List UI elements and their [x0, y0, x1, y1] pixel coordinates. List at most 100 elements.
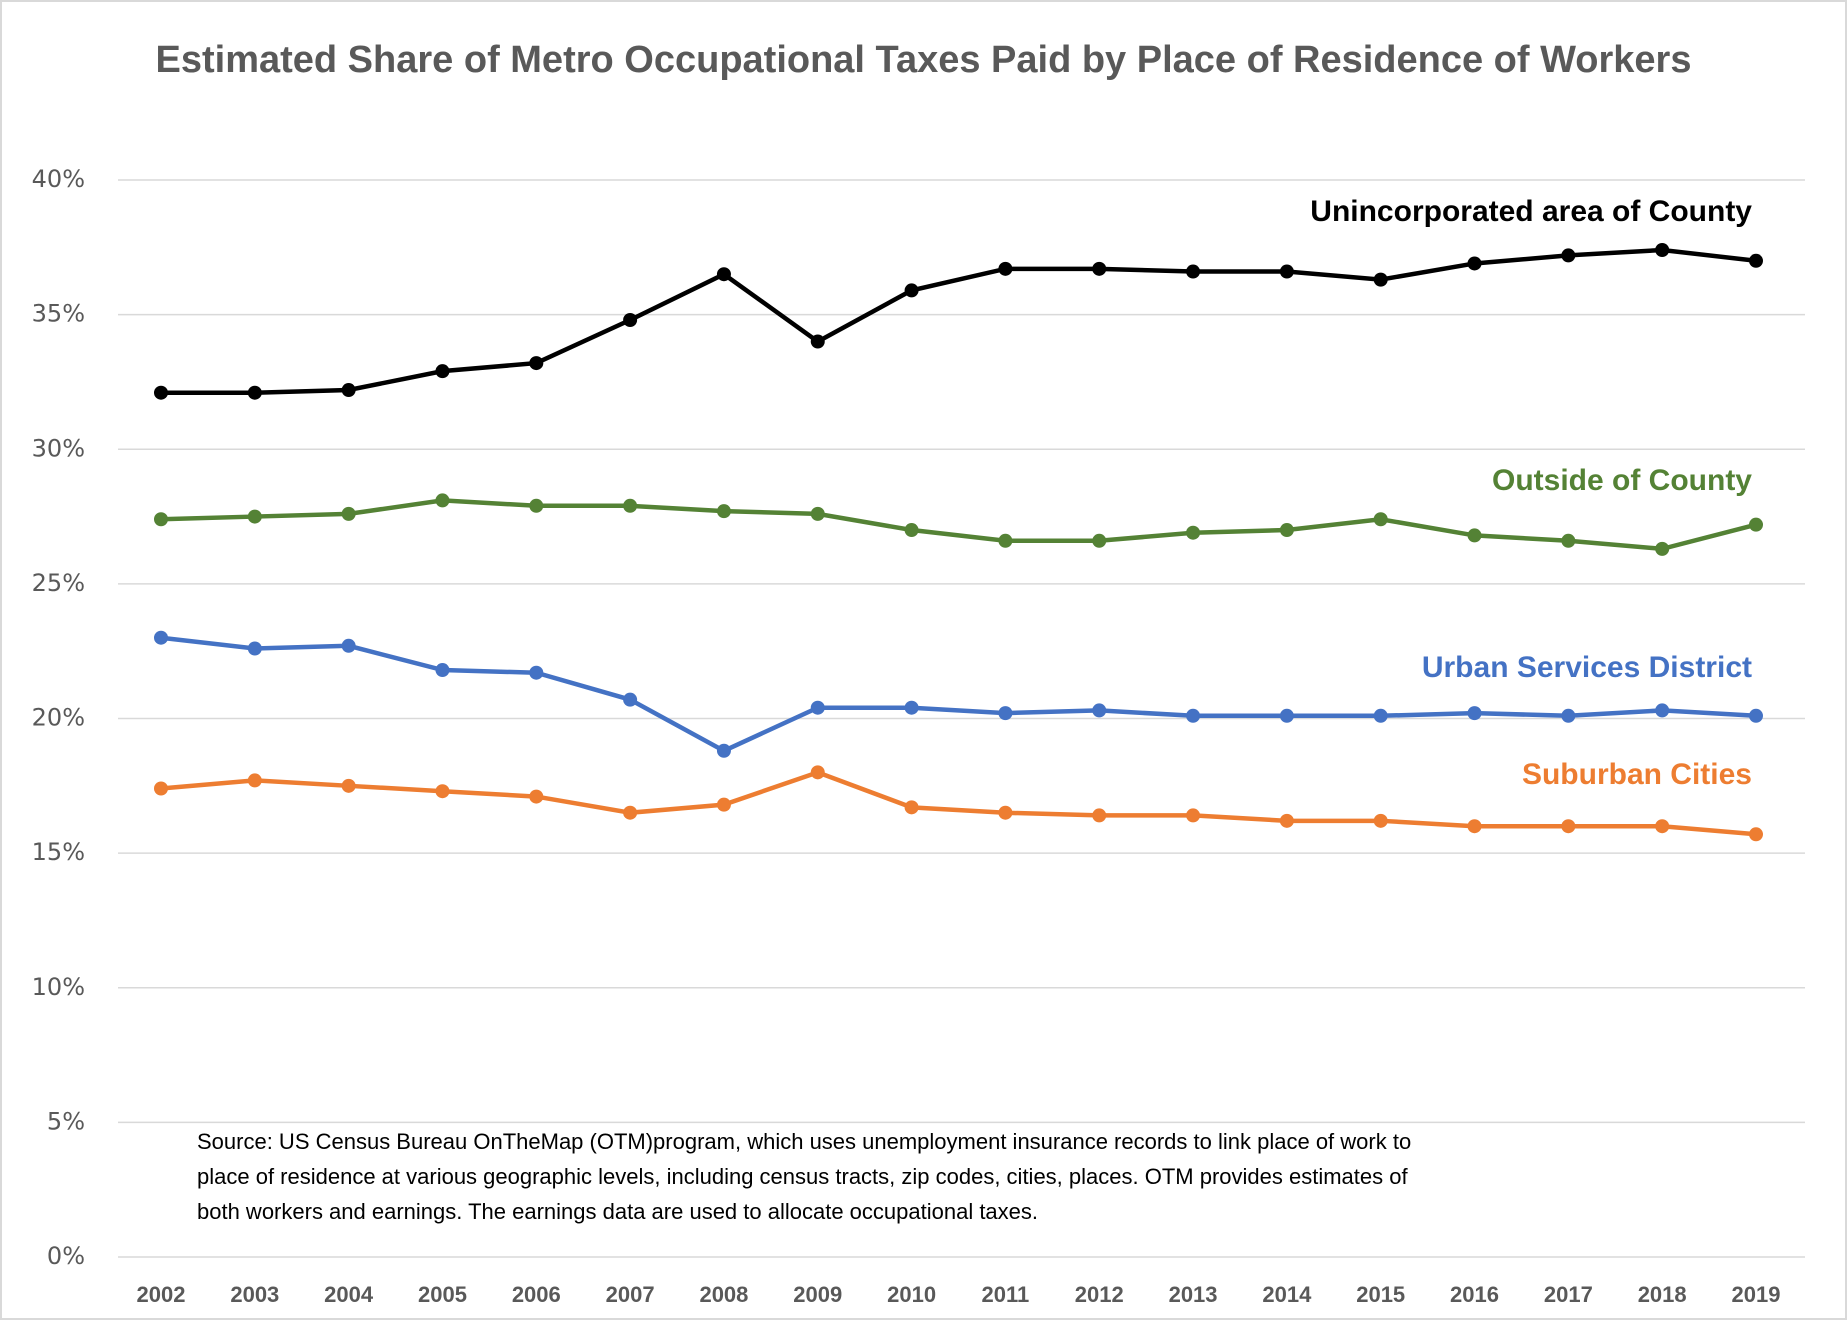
- data-point: [998, 261, 1013, 276]
- data-point: [1561, 708, 1576, 723]
- x-tick-label: 2002: [137, 1282, 186, 1307]
- data-point: [247, 509, 262, 524]
- data-point: [716, 797, 731, 812]
- data-point: [529, 665, 544, 680]
- data-point: [1279, 813, 1294, 828]
- data-point: [998, 706, 1013, 721]
- data-point: [341, 506, 356, 521]
- source-note: both workers and earnings. The earnings …: [197, 1199, 1038, 1224]
- data-point: [247, 385, 262, 400]
- data-point: [1749, 827, 1763, 842]
- data-point: [341, 383, 356, 398]
- data-point: [623, 498, 638, 513]
- x-tick-label: 2010: [887, 1282, 936, 1307]
- data-point: [435, 663, 450, 678]
- x-tick-label: 2016: [1450, 1282, 1499, 1307]
- data-point: [623, 692, 638, 707]
- y-tick-label: 0%: [47, 1242, 85, 1270]
- data-point: [341, 638, 356, 653]
- data-point: [1467, 528, 1482, 543]
- data-point: [1467, 819, 1482, 834]
- y-tick-label: 40%: [32, 165, 85, 193]
- data-point: [1655, 819, 1670, 834]
- x-tick-label: 2019: [1732, 1282, 1781, 1307]
- series-label: Outside of County: [1492, 464, 1752, 497]
- data-point: [154, 630, 168, 645]
- data-point: [435, 493, 450, 508]
- data-point: [1373, 512, 1388, 527]
- data-point: [716, 504, 731, 519]
- data-point: [1092, 808, 1107, 823]
- data-point: [1373, 272, 1388, 287]
- x-tick-label: 2017: [1544, 1282, 1593, 1307]
- data-point: [1186, 264, 1201, 279]
- data-point: [154, 385, 168, 400]
- data-point: [904, 283, 919, 298]
- data-point: [1092, 533, 1107, 548]
- data-point: [716, 267, 731, 282]
- y-tick-label: 15%: [32, 838, 85, 866]
- data-point: [904, 523, 919, 538]
- data-point: [529, 356, 544, 371]
- series-label: Urban Services District: [1422, 651, 1752, 684]
- data-point: [623, 313, 638, 328]
- x-tick-label: 2007: [606, 1282, 655, 1307]
- series-line: [160, 635, 1757, 754]
- x-tick-label: 2003: [230, 1282, 279, 1307]
- data-point: [435, 784, 450, 799]
- data-point: [247, 641, 262, 656]
- data-point: [1561, 533, 1576, 548]
- y-tick-label: 5%: [47, 1107, 85, 1135]
- y-tick-label: 35%: [32, 300, 85, 328]
- data-point: [1186, 525, 1201, 540]
- data-point: [1749, 708, 1763, 723]
- data-point: [529, 789, 544, 804]
- y-tick-label: 25%: [32, 569, 85, 597]
- data-point: [716, 743, 731, 758]
- data-point: [154, 512, 168, 527]
- data-point: [1186, 708, 1201, 723]
- data-point: [810, 700, 825, 715]
- data-point: [1279, 264, 1294, 279]
- data-point: [810, 506, 825, 521]
- chart-title: Estimated Share of Metro Occupational Ta…: [155, 39, 1692, 81]
- data-point: [1561, 248, 1576, 263]
- data-point: [247, 773, 262, 788]
- data-point: [1373, 813, 1388, 828]
- data-point: [998, 805, 1013, 820]
- data-point: [1186, 808, 1201, 823]
- data-point: [810, 765, 825, 780]
- source-note: Source: US Census Bureau OnTheMap (OTM)p…: [197, 1129, 1411, 1154]
- data-point: [435, 364, 450, 379]
- source-note: place of residence at various geographic…: [197, 1164, 1408, 1189]
- data-point: [1561, 819, 1576, 834]
- data-point: [1373, 708, 1388, 723]
- x-tick-label: 2011: [982, 1282, 1030, 1307]
- data-point: [1655, 541, 1670, 556]
- series-line: [160, 769, 1757, 837]
- data-point: [1749, 517, 1763, 532]
- x-tick-label: 2008: [699, 1282, 748, 1307]
- x-tick-label: 2015: [1356, 1282, 1405, 1307]
- x-tick-label: 2004: [324, 1282, 374, 1307]
- data-point: [1092, 703, 1107, 718]
- x-tick-label: 2005: [418, 1282, 467, 1307]
- x-tick-label: 2006: [512, 1282, 561, 1307]
- data-point: [998, 533, 1013, 548]
- x-tick-label: 2013: [1169, 1282, 1218, 1307]
- x-tick-label: 2009: [793, 1282, 842, 1307]
- series-line: [160, 498, 1757, 552]
- data-point: [341, 778, 356, 793]
- data-point: [1655, 243, 1670, 258]
- data-point: [904, 700, 919, 715]
- data-point: [1655, 703, 1670, 718]
- x-tick-label: 2014: [1262, 1282, 1312, 1307]
- data-point: [904, 800, 919, 815]
- data-point: [1749, 253, 1763, 268]
- data-point: [529, 498, 544, 513]
- y-tick-label: 30%: [32, 434, 85, 462]
- series-label: Unincorporated area of County: [1310, 195, 1752, 228]
- x-tick-label: 2012: [1075, 1282, 1124, 1307]
